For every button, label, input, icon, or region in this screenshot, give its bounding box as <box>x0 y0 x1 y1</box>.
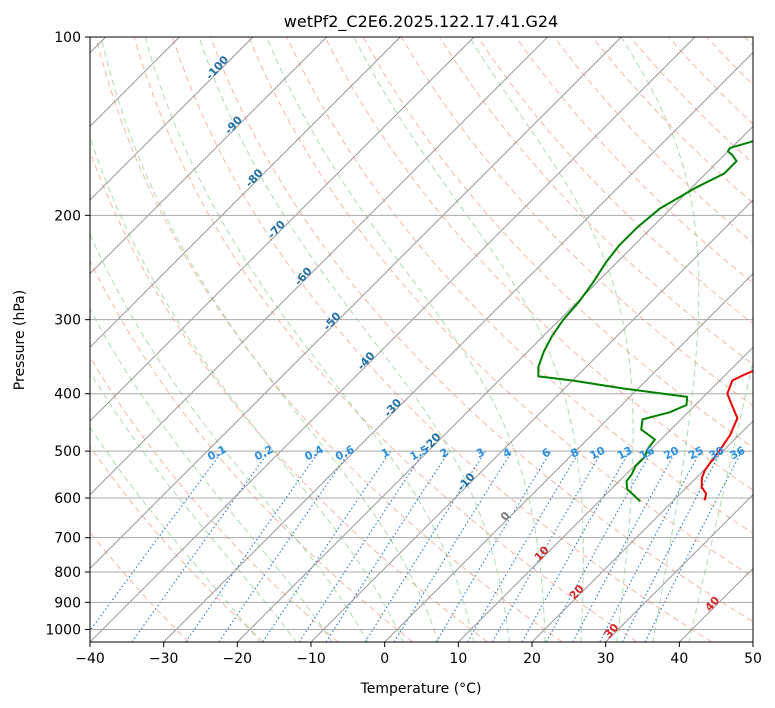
dry-adiabat-line <box>324 37 753 491</box>
y-tick-label: 100 <box>54 30 81 46</box>
mixing-ratio-label: 25 <box>686 444 706 463</box>
moist-adiabat-line <box>266 37 546 642</box>
dry-adiabat-line <box>515 37 753 284</box>
moist-adiabat-line <box>90 232 369 642</box>
moist-adiabats <box>90 37 753 642</box>
mixing-ratio-line <box>393 450 513 642</box>
x-tick-label: 10 <box>449 651 467 667</box>
plot-frame <box>89 36 754 643</box>
isotherm-line <box>90 37 327 275</box>
y-tick-label: 600 <box>54 491 81 507</box>
dry-adiabat-line <box>90 445 264 642</box>
isotherm-line <box>531 420 753 642</box>
moist-adiabat-line <box>144 37 475 642</box>
mixing-ratio-label: 36 <box>728 444 748 463</box>
moist-adiabat-line <box>620 37 700 642</box>
mixing-ratio-line <box>262 450 392 642</box>
y-tick-label: 300 <box>54 313 81 329</box>
mixing-ratio-line <box>185 450 320 642</box>
plot-area <box>90 37 753 642</box>
x-tick-label: −40 <box>75 651 105 667</box>
dry-adiabat-line <box>210 37 753 623</box>
y-tick-label: 200 <box>54 208 81 224</box>
x-axis-label: Temperature (°C) <box>360 681 482 697</box>
mixing-ratio-line <box>325 450 450 642</box>
moist-adiabat-line <box>469 37 634 642</box>
isotherm-line <box>90 37 696 642</box>
temperature-line <box>700 369 753 501</box>
sounding-lines <box>537 140 753 503</box>
isotherm-line <box>90 37 401 348</box>
dry-adiabats <box>90 37 753 642</box>
dewpoint-line <box>537 140 753 503</box>
mixing-ratio-line <box>131 450 270 642</box>
isotherm-line <box>237 125 753 642</box>
isotherm-line <box>90 37 548 496</box>
y-tick-label: 900 <box>54 595 81 611</box>
isotherm-line <box>90 37 622 569</box>
dry-adiabat-line <box>286 37 753 534</box>
moist-adiabat-line <box>90 426 261 642</box>
mixing-ratio-line <box>218 450 351 642</box>
isotherm-line <box>310 199 753 642</box>
moist-adiabat-line <box>198 37 510 642</box>
isobars <box>90 37 753 630</box>
mixing-ratio-line <box>644 450 743 642</box>
dry-adiabat-line <box>248 37 753 578</box>
dry-adiabat-line <box>90 356 339 642</box>
isotherm-line <box>384 273 753 642</box>
isotherm-line <box>605 494 753 642</box>
dry-adiabat-line <box>133 37 638 642</box>
mixing-ratio-label: 16 <box>637 444 657 463</box>
moist-adiabat-line <box>100 37 440 642</box>
isotherm-line <box>458 346 753 642</box>
dry-adiabat-line <box>95 37 563 642</box>
isotherm-line <box>163 52 753 642</box>
x-tick-label: 0 <box>380 651 389 667</box>
mixing-ratio-line <box>572 450 677 642</box>
y-tick-label: 400 <box>54 387 81 403</box>
mixing-ratio-label: 20 <box>662 444 682 463</box>
mixing-ratio-line <box>90 450 223 632</box>
mixing-ratio-line <box>521 450 630 642</box>
y-tick-label: 700 <box>54 531 81 547</box>
mixing-ratio-label: 30 <box>707 444 727 463</box>
moist-adiabat-line <box>90 308 333 642</box>
y-tick-label: 500 <box>54 444 81 460</box>
x-tick-label: 40 <box>670 651 688 667</box>
moist-adiabat-line <box>688 358 753 642</box>
mixing-ratio-line <box>298 450 425 642</box>
x-axis: −40 −30 −20 −10 0 10 20 30 40 50 <box>75 642 762 667</box>
x-tick-label: 50 <box>744 651 762 667</box>
isotherms <box>90 37 753 642</box>
x-tick-label: 20 <box>523 651 541 667</box>
y-tick-label: 800 <box>54 565 81 581</box>
x-tick-label: 30 <box>597 651 615 667</box>
x-tick-label: −30 <box>149 651 179 667</box>
isotherm-line <box>90 37 475 422</box>
moist-adiabat-line <box>90 135 404 642</box>
mixing-ratio-line <box>545 450 653 642</box>
y-tick-label: 1000 <box>45 622 81 638</box>
mixing-ratio-label: 10 <box>588 444 608 463</box>
moist-adiabat-line <box>90 370 297 642</box>
y-axis: 1000 900 800 700 600 500 400 300 200 100 <box>45 30 90 638</box>
isotherm-line <box>90 37 254 201</box>
x-tick-label: −10 <box>296 651 326 667</box>
mixing-ratio-lines <box>90 450 743 642</box>
mixing-ratio-label: 13 <box>615 444 635 463</box>
x-tick-label: −20 <box>223 651 253 667</box>
chart-title: wetPf2_C2E6.2025.122.17.41.G24 <box>284 12 558 32</box>
y-axis-label: Pressure (hPa) <box>12 290 28 390</box>
dry-adiabat-line <box>171 37 712 642</box>
dry-adiabat-line <box>90 259 414 642</box>
